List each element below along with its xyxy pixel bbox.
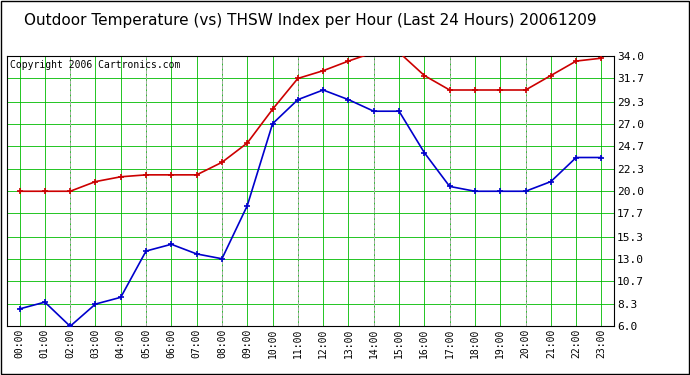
Text: Outdoor Temperature (vs) THSW Index per Hour (Last 24 Hours) 20061209: Outdoor Temperature (vs) THSW Index per … [24,13,597,28]
Text: Copyright 2006 Cartronics.com: Copyright 2006 Cartronics.com [10,60,180,70]
